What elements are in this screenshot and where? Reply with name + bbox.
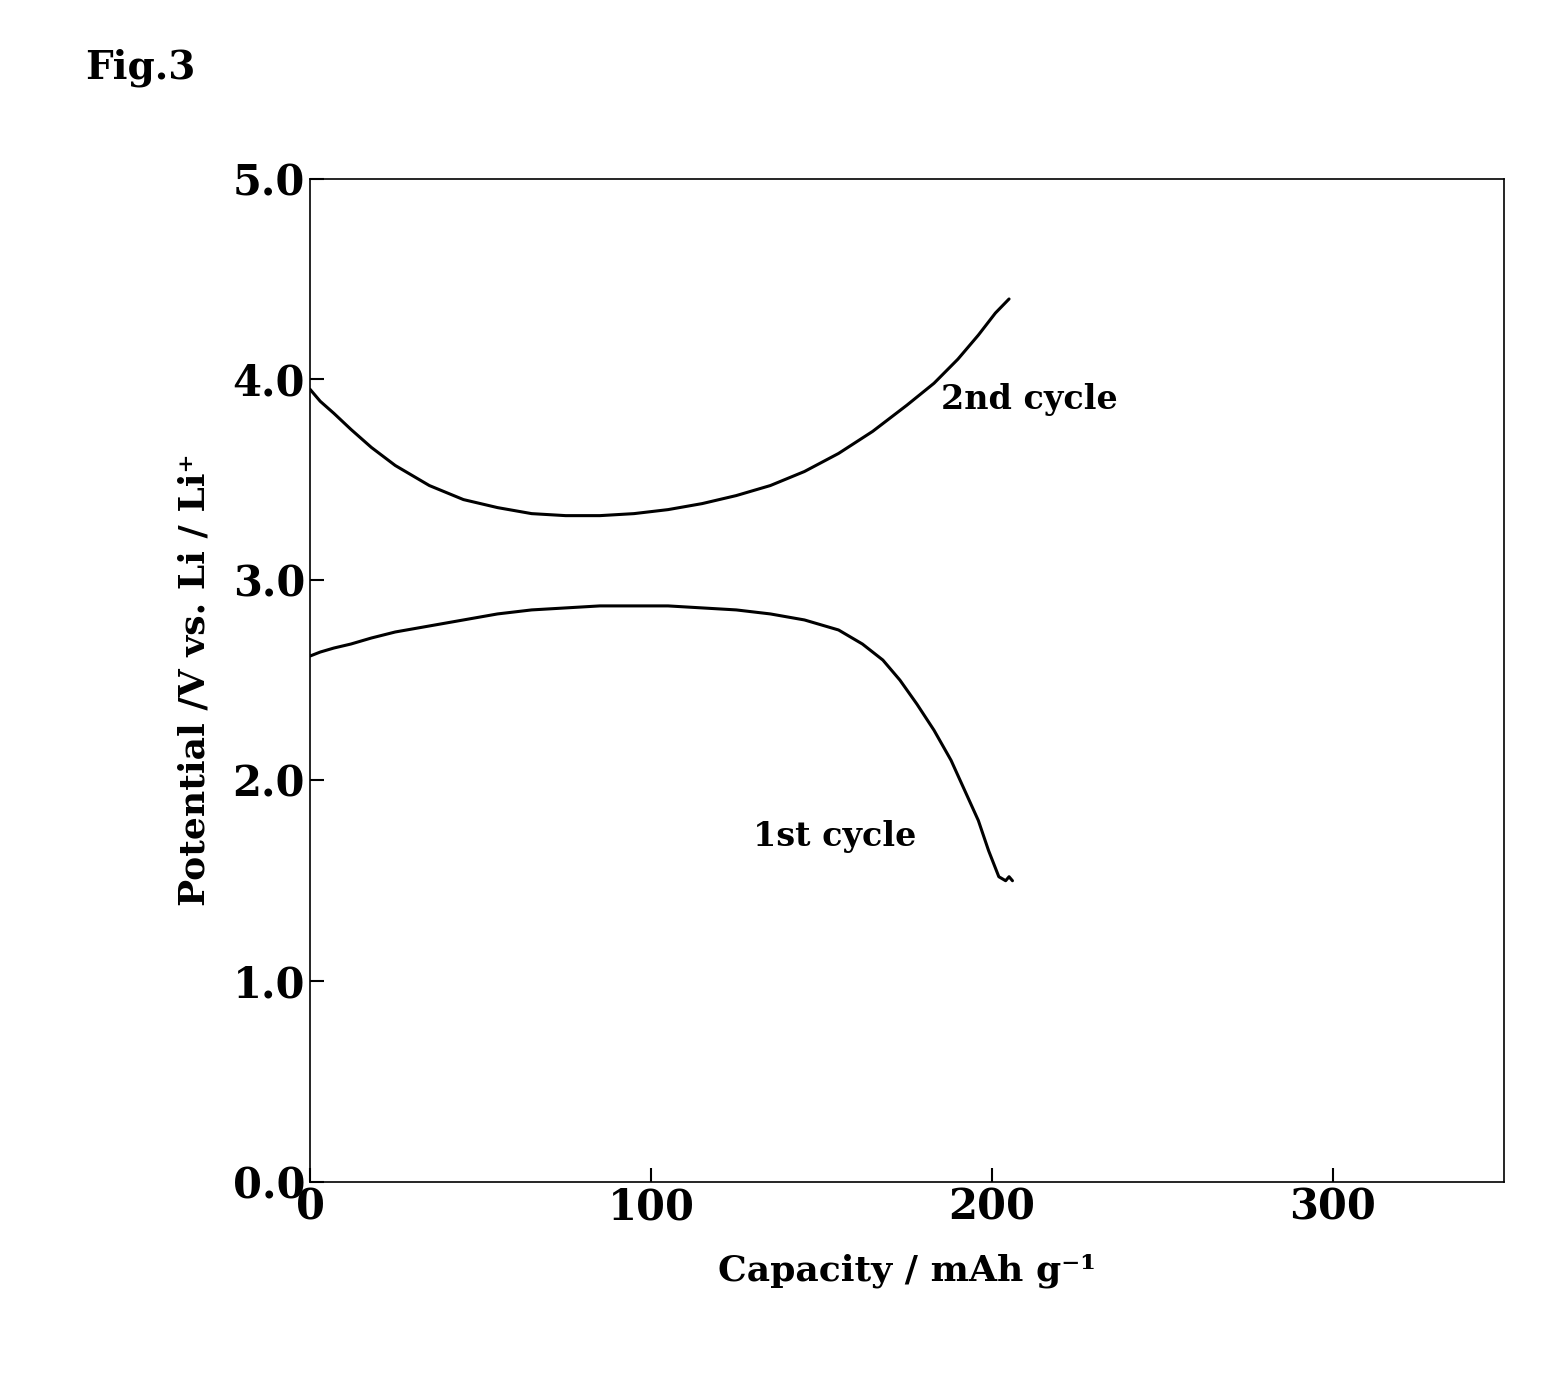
Y-axis label: Potential /V vs. Li / Li⁺: Potential /V vs. Li / Li⁺	[178, 453, 212, 907]
Text: Fig.3: Fig.3	[85, 48, 195, 87]
Text: 2nd cycle: 2nd cycle	[941, 383, 1118, 416]
X-axis label: Capacity / mAh g⁻¹: Capacity / mAh g⁻¹	[718, 1253, 1096, 1287]
Text: 1st cycle: 1st cycle	[753, 820, 916, 853]
